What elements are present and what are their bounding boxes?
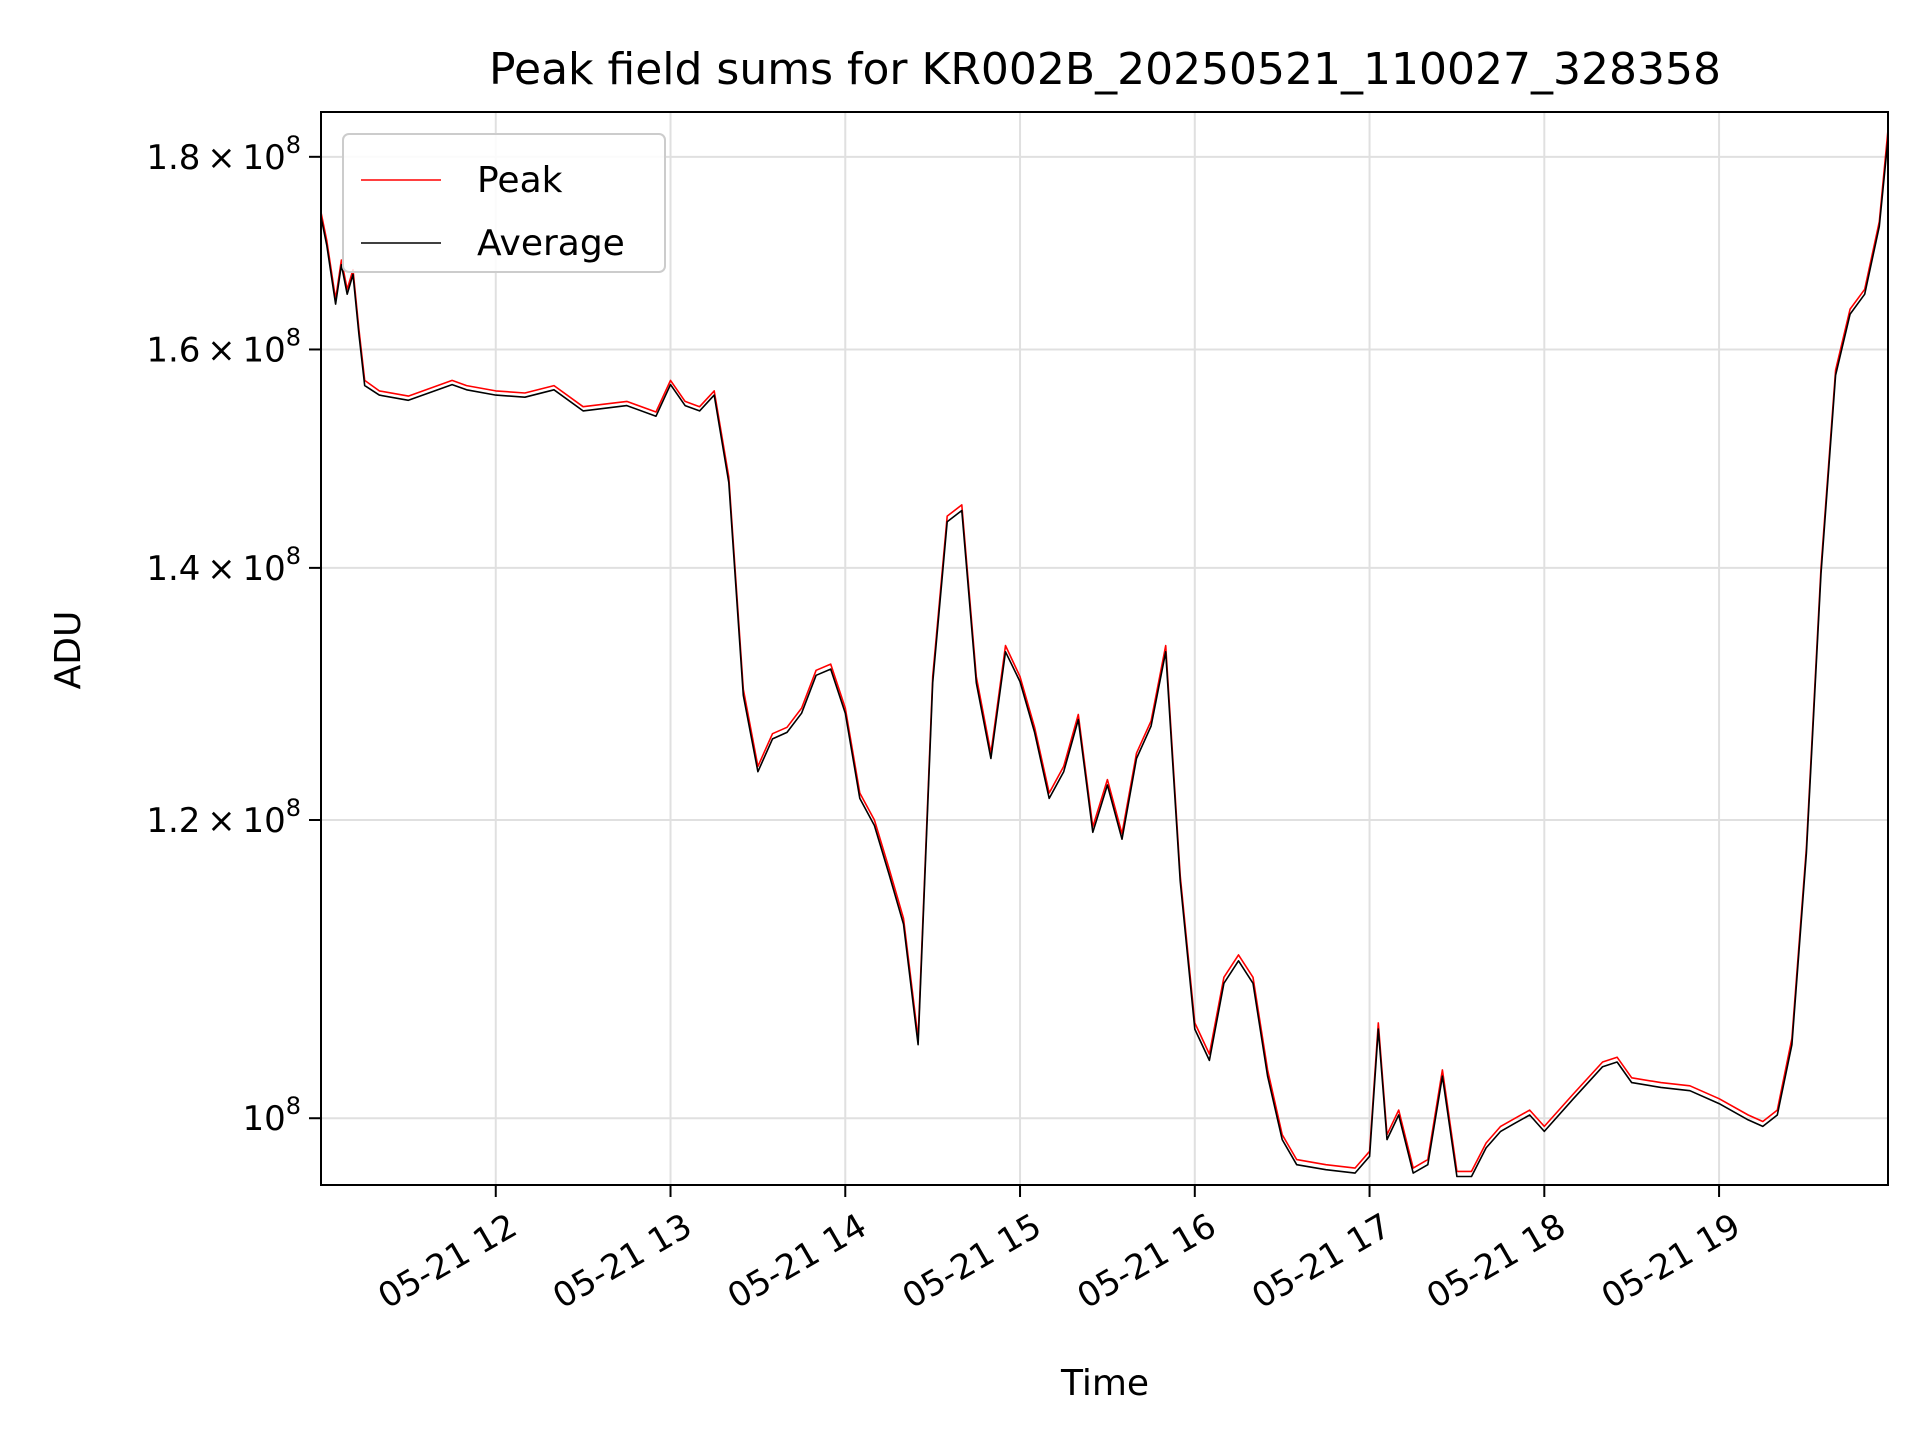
series-line-peak bbox=[320, 129, 1889, 1173]
x-axis-label: Time bbox=[1060, 1363, 1149, 1404]
legend-label: Average bbox=[477, 223, 625, 264]
y-tick-label: 1.8 × 108 bbox=[146, 131, 301, 178]
chart-title: Peak field sums for KR002B_20250521_1100… bbox=[489, 44, 1721, 95]
series-line-average bbox=[320, 138, 1889, 1178]
series-lines bbox=[320, 129, 1889, 1178]
y-axis: 108 1.2 × 108 1.4 × 108 1.6 × 108 1.8 × 108 bbox=[146, 131, 321, 1139]
y-tick-label: 1.4 × 108 bbox=[146, 542, 301, 589]
legend: Peak Average bbox=[342, 133, 666, 273]
plot-frame bbox=[320, 111, 1889, 1186]
legend-box bbox=[342, 133, 666, 273]
y-tick-label: 1.6 × 108 bbox=[146, 323, 301, 370]
y-tick-label: 1.2 × 108 bbox=[146, 794, 301, 841]
y-axis-label: ADU bbox=[48, 611, 89, 690]
legend-label: Peak bbox=[477, 160, 563, 201]
grid bbox=[321, 112, 1888, 1185]
y-tick-label: 108 bbox=[242, 1092, 301, 1139]
